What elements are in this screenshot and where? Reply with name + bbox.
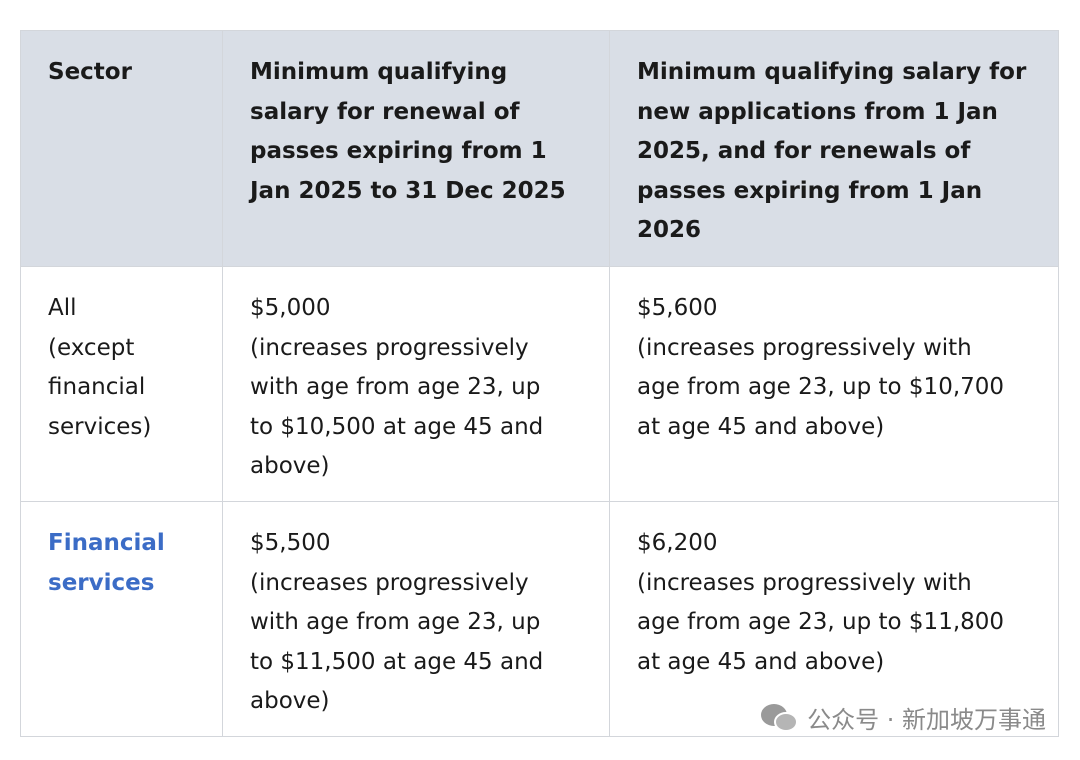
cell-line: 2026 — [637, 217, 702, 243]
cell-line: financial — [48, 374, 146, 400]
header-cell: Minimum qualifying salary for renewal of p… — [222, 30, 610, 267]
cell-line: new applications from 1 Jan — [637, 98, 998, 125]
cell-line: Minimum qualifying — [250, 59, 508, 85]
table-row: Financial services $5,500 (increases progre… — [20, 501, 1059, 737]
salary-table: Sector Minimum qualifying salary for renew… — [20, 30, 1059, 737]
cell-line[interactable]: Financial — [48, 530, 165, 556]
cell-line[interactable]: services — [48, 569, 155, 596]
header-row: Sector Minimum qualifying salary for renew… — [20, 30, 1059, 267]
cell-line: (except — [48, 334, 135, 361]
cell-line: passes expiring from 1 — [250, 138, 547, 164]
cell[interactable]: Financial services — [20, 501, 223, 737]
header-cell: Minimum qualifying salary for new applica… — [609, 30, 1059, 267]
cell-line: All — [48, 295, 77, 321]
cell-line: $5,500 — [250, 530, 331, 556]
table-row: All (except financial services) $5,000 (incre… — [20, 266, 1059, 502]
wechat-icon — [761, 703, 799, 732]
cell-line: (increases progressively with — [637, 334, 972, 361]
cell: $5,500 (increases progressively with age f… — [222, 501, 610, 737]
cell-line: above) — [250, 453, 330, 479]
cell: $5,000 (increases progressively with age f… — [222, 266, 610, 502]
header-cell: Sector — [20, 30, 223, 267]
cell: $6,200 (increases progressively with age f… — [609, 501, 1059, 737]
watermark-text: 公众号 · 新加坡万事通 — [807, 706, 1046, 734]
cell-line: with age from age 23, up — [250, 609, 541, 635]
cell-line: age from age 23, up to $11,800 — [637, 609, 1005, 635]
cell-line: (increases progressively — [250, 569, 529, 596]
cell-line: above) — [250, 688, 330, 714]
cell-line: Minimum qualifying salary for — [637, 59, 1027, 85]
cell: All (except financial services) — [20, 266, 223, 502]
cell-line: to $11,500 at age 45 and — [250, 648, 544, 675]
cell-line: services) — [48, 413, 152, 440]
cell-line: $6,200 — [637, 530, 718, 556]
cell-line: $5,600 — [637, 295, 718, 321]
table-body: All (except financial services) $5,000 (incre… — [20, 266, 1059, 737]
cell-line: (increases progressively with — [637, 569, 972, 596]
cell-line: Jan 2025 to 31 Dec 2025 — [250, 177, 566, 204]
cell-line: with age from age 23, up — [250, 374, 541, 400]
cell-line: 2025, and for renewals of — [637, 138, 971, 164]
cell-line: (increases progressively — [250, 334, 529, 361]
cell-line: at age 45 and above) — [637, 413, 885, 440]
cell-line: age from age 23, up to $10,700 — [637, 374, 1005, 400]
cell: $5,600 (increases progressively with age f… — [609, 266, 1059, 502]
cell-line: salary for renewal of — [250, 98, 520, 125]
cell-line: Sector — [48, 59, 132, 85]
cell-line: passes expiring from 1 Jan — [637, 177, 983, 204]
watermark: 公众号 · 新加坡万事通 — [759, 700, 1046, 735]
cell-line: to $10,500 at age 45 and — [250, 413, 544, 440]
cell-line: at age 45 and above) — [637, 648, 885, 675]
cell-line: $5,000 — [250, 295, 331, 321]
